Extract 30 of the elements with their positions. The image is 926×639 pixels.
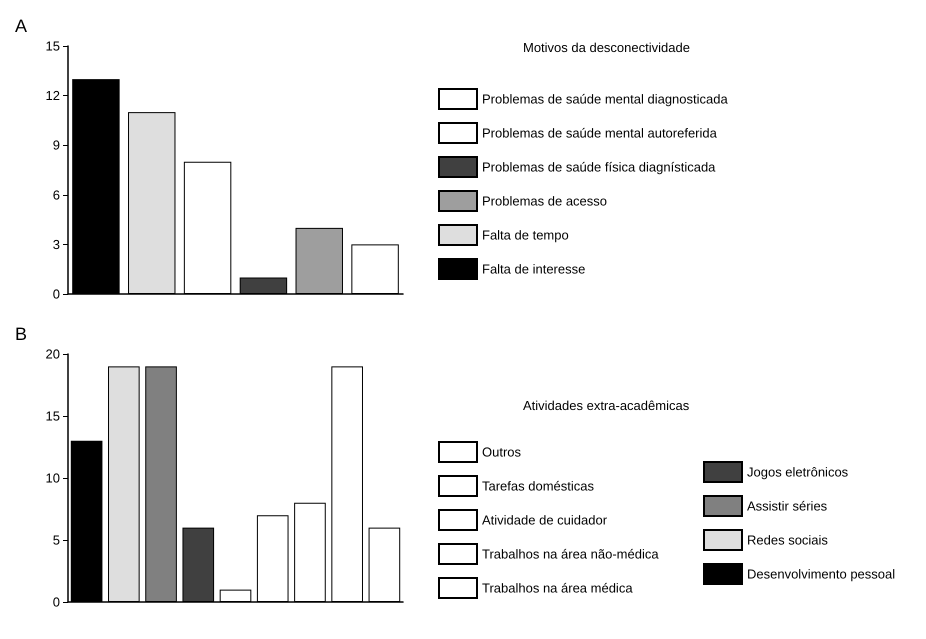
legend-label: Jogos eletrônicos bbox=[747, 464, 849, 480]
legend-label: Trabalhos na área médica bbox=[482, 580, 634, 596]
legend-label: Trabalhos na área não-médica bbox=[482, 546, 660, 562]
y-tick-label: 15 bbox=[46, 38, 60, 54]
legend-label: Atividade de cuidador bbox=[482, 512, 608, 528]
y-tick-label: 20 bbox=[46, 346, 60, 362]
legend-label: Problemas de acesso bbox=[482, 194, 608, 208]
legend-label: Problemas de saúde mental autoreferida bbox=[482, 126, 718, 140]
legend-label: Redes sociais bbox=[747, 532, 828, 548]
y-tick-label: 0 bbox=[52, 286, 60, 302]
legend-label: Tarefas domésticas bbox=[482, 478, 594, 494]
y-tick-label: 5 bbox=[52, 532, 60, 548]
y-tick-label: 10 bbox=[46, 470, 60, 486]
y-tick-label: 0 bbox=[52, 594, 60, 610]
y-tick-label: 12 bbox=[46, 88, 60, 104]
legend-label: Problemas de saúde mental diagnosticada bbox=[482, 92, 728, 106]
legend-label: Desenvolvimento pessoal bbox=[747, 566, 896, 582]
legend-title: Motivos da desconectividade bbox=[523, 40, 690, 55]
legend-label: Assistir séries bbox=[747, 498, 828, 514]
legend-title: Atividades extra-acadêmicas bbox=[523, 398, 690, 413]
y-tick-label: 6 bbox=[52, 187, 60, 202]
chart-title: A bbox=[15, 16, 28, 36]
legend-label: Problemas de saúde física diagnísticada bbox=[482, 160, 716, 174]
y-tick-label: 15 bbox=[46, 408, 60, 424]
y-tick-label: 9 bbox=[52, 138, 60, 153]
y-tick-label: 3 bbox=[52, 236, 60, 252]
legend-label: Outros bbox=[482, 444, 522, 460]
legend-label: Falta de interesse bbox=[482, 262, 586, 276]
chart-title: B bbox=[15, 324, 28, 344]
legend-label: Falta de tempo bbox=[482, 228, 569, 242]
